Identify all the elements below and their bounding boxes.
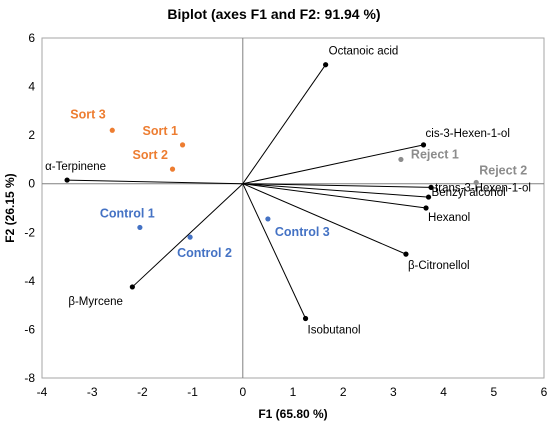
observation-label: Control 3	[275, 225, 330, 239]
y-tick-label: 2	[28, 128, 35, 142]
variable-point	[425, 194, 432, 200]
variable-label: cis-3-Hexen-1-ol	[426, 128, 510, 140]
x-tick-label: 0	[239, 385, 246, 399]
y-tick-label: -4	[24, 274, 35, 288]
variable-vector	[242, 183, 407, 255]
variable-label: Hexanol	[428, 212, 470, 224]
observation-point	[473, 179, 479, 186]
observation-label: Reject 1	[411, 147, 459, 161]
y-tick-label: 0	[28, 177, 35, 191]
x-tick-label: 1	[290, 385, 297, 399]
observation-point	[179, 142, 186, 148]
observation-label: Reject 2	[479, 164, 527, 178]
observation-label: Control 2	[177, 246, 232, 260]
variable-vector	[67, 179, 243, 185]
x-axis-title: F1 (65.80 %)	[258, 407, 327, 421]
observation-label: Sort 1	[143, 124, 178, 138]
variable-point	[129, 284, 135, 290]
variable-label: β-Myrcene	[68, 296, 123, 308]
variable-label: Octanoic acid	[329, 46, 399, 58]
plot-area	[41, 37, 545, 379]
variable-vector	[242, 64, 327, 184]
observation-point	[398, 156, 404, 163]
variable-point	[423, 205, 429, 211]
x-tick-label: -1	[187, 385, 198, 399]
x-tick-label: 3	[390, 385, 397, 399]
y-tick-label: -8	[24, 371, 35, 385]
variable-label: α-Terpinene	[45, 161, 106, 173]
variable-vector	[242, 183, 429, 198]
variable-label: Isobutanol	[308, 325, 361, 337]
variable-vector	[242, 144, 424, 185]
x-tick-label: 2	[340, 385, 347, 399]
variable-point	[403, 251, 409, 257]
variable-point	[302, 315, 309, 322]
chart-title: Biplot (axes F1 and F2: 91.94 %)	[167, 6, 380, 22]
variable-point	[428, 184, 434, 190]
variable-vector	[242, 183, 432, 188]
observation-point	[169, 166, 176, 172]
variable-point	[323, 62, 329, 68]
x-tick-label: 6	[541, 385, 548, 399]
observation-label: Control 1	[100, 206, 155, 220]
variable-point	[420, 142, 427, 148]
y-tick-label: -6	[24, 322, 35, 336]
y-tick-label: 6	[28, 31, 35, 45]
observation-point	[265, 216, 271, 222]
y-tick-label: 4	[28, 80, 35, 94]
x-tick-label: -4	[37, 385, 48, 399]
observation-point	[187, 234, 193, 240]
variable-label: Benzyl alcohol	[432, 187, 506, 199]
variable-point	[64, 177, 70, 183]
variable-vector	[132, 183, 244, 288]
x-tick-label: -2	[137, 385, 148, 399]
observation-point	[109, 127, 115, 133]
variable-label: β-Citronellol	[408, 260, 470, 272]
observation-point	[137, 224, 143, 231]
x-tick-label: 5	[490, 385, 497, 399]
y-tick-label: -2	[24, 225, 35, 239]
x-tick-label: 4	[440, 385, 447, 399]
variable-vector	[242, 183, 307, 319]
variable-label: trans-3-Hexen-1-ol	[435, 182, 531, 194]
x-tick-label: -3	[87, 385, 98, 399]
variable-vector	[242, 183, 427, 209]
observation-label: Sort 3	[70, 107, 105, 121]
y-axis-title: F2 (26.15 %)	[3, 173, 17, 242]
observation-label: Sort 2	[133, 148, 168, 162]
